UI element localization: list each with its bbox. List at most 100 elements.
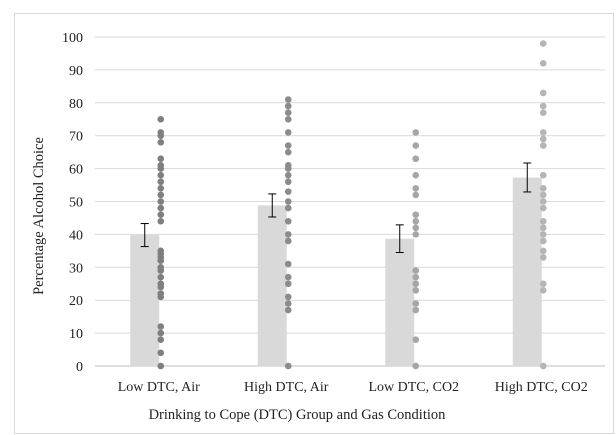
data-point [412,129,420,136]
data-point [284,171,292,179]
data-point [157,264,165,271]
y-tick-labels: 0 10 20 30 40 50 60 70 80 90 100 [62,31,83,375]
data-point [157,290,165,297]
y-tick-label: 50 [69,196,83,211]
data-point [412,336,420,343]
data-point [284,362,292,370]
individual-points [157,40,547,370]
x-tick-label: High DTC, Air [244,380,329,395]
data-point [412,362,420,370]
y-tick-label: 10 [69,327,83,342]
data-point [157,204,165,212]
y-axis-title: Percentage Alcohol Choice [31,137,47,295]
gridlines [95,36,605,367]
data-point [284,306,292,314]
bar [512,177,542,366]
data-point [157,211,165,218]
y-tick-label: 30 [69,261,83,276]
data-point [284,280,292,288]
y-tick-label: 40 [69,228,83,243]
data-point [412,267,420,274]
bar [385,238,415,366]
data-point [157,162,165,169]
data-point [412,280,420,288]
y-tick-label: 60 [69,163,83,178]
x-tick-label: Low DTC, Air [118,380,200,395]
data-point [539,135,547,143]
data-point [157,115,165,123]
data-point [284,109,292,116]
data-point [539,109,547,116]
data-point [539,40,547,47]
chart-frame: 0 10 20 30 40 50 60 70 80 90 100 Low DTC, Air High … [14,13,614,434]
data-point [539,185,547,192]
data-point [412,306,420,314]
data-point [284,260,292,268]
data-point [539,142,547,149]
x-tick-label: Low DTC, CO2 [368,380,459,395]
data-point [284,178,292,186]
data-point [412,273,420,281]
data-point [539,204,547,212]
bar [257,205,287,366]
data-point [539,247,547,255]
error-bars [140,162,532,253]
x-axis-title: Drinking to Cope (DTC) Group and Gas Con… [149,407,447,423]
data-point [539,129,547,136]
data-point [284,231,292,238]
data-point [284,188,292,195]
data-point [412,142,420,149]
data-point [539,198,547,205]
data-point [157,349,165,357]
data-point [157,362,165,370]
data-point [412,171,420,179]
data-point [412,185,420,192]
data-point [284,293,292,301]
data-point [157,329,165,337]
data-point [539,191,547,199]
data-point [412,224,420,232]
bar [130,235,160,366]
data-point [539,237,547,245]
data-point [412,211,420,218]
data-point [284,115,292,123]
data-point [157,280,165,288]
y-tick-label: 0 [76,360,83,375]
data-point [412,155,420,163]
data-point [539,60,547,67]
data-point [539,102,547,110]
data-point [157,217,165,225]
data-point [539,217,547,225]
data-point [157,323,165,330]
y-tick-label: 80 [69,97,83,112]
x-tick-labels: Low DTC, Air High DTC, Air Low DTC, CO2 Hig… [118,380,588,395]
data-point [284,142,292,149]
data-point [284,300,292,307]
y-tick-label: 90 [69,64,83,79]
bars [130,177,542,366]
data-point [284,162,292,169]
data-point [157,129,165,136]
data-point [412,287,420,294]
data-point [539,224,547,232]
x-tick-label: High DTC, CO2 [495,380,588,395]
chart: 0 10 20 30 40 50 60 70 80 90 100 Low DTC, Air High … [31,31,605,423]
data-point [539,280,547,288]
data-point [412,231,420,238]
data-point [157,171,165,179]
data-point [539,171,547,179]
data-point [284,273,292,281]
data-point [157,155,165,163]
data-point [412,191,420,199]
data-point [157,191,165,199]
data-point [412,300,420,307]
data-point [284,217,292,225]
data-point [284,204,292,212]
data-point [157,273,165,281]
data-point [157,138,165,146]
data-point [157,247,165,255]
y-tick-label: 70 [69,130,83,145]
y-tick-label: 20 [69,294,83,309]
y-tick-label: 100 [62,31,83,46]
data-point [284,148,292,156]
